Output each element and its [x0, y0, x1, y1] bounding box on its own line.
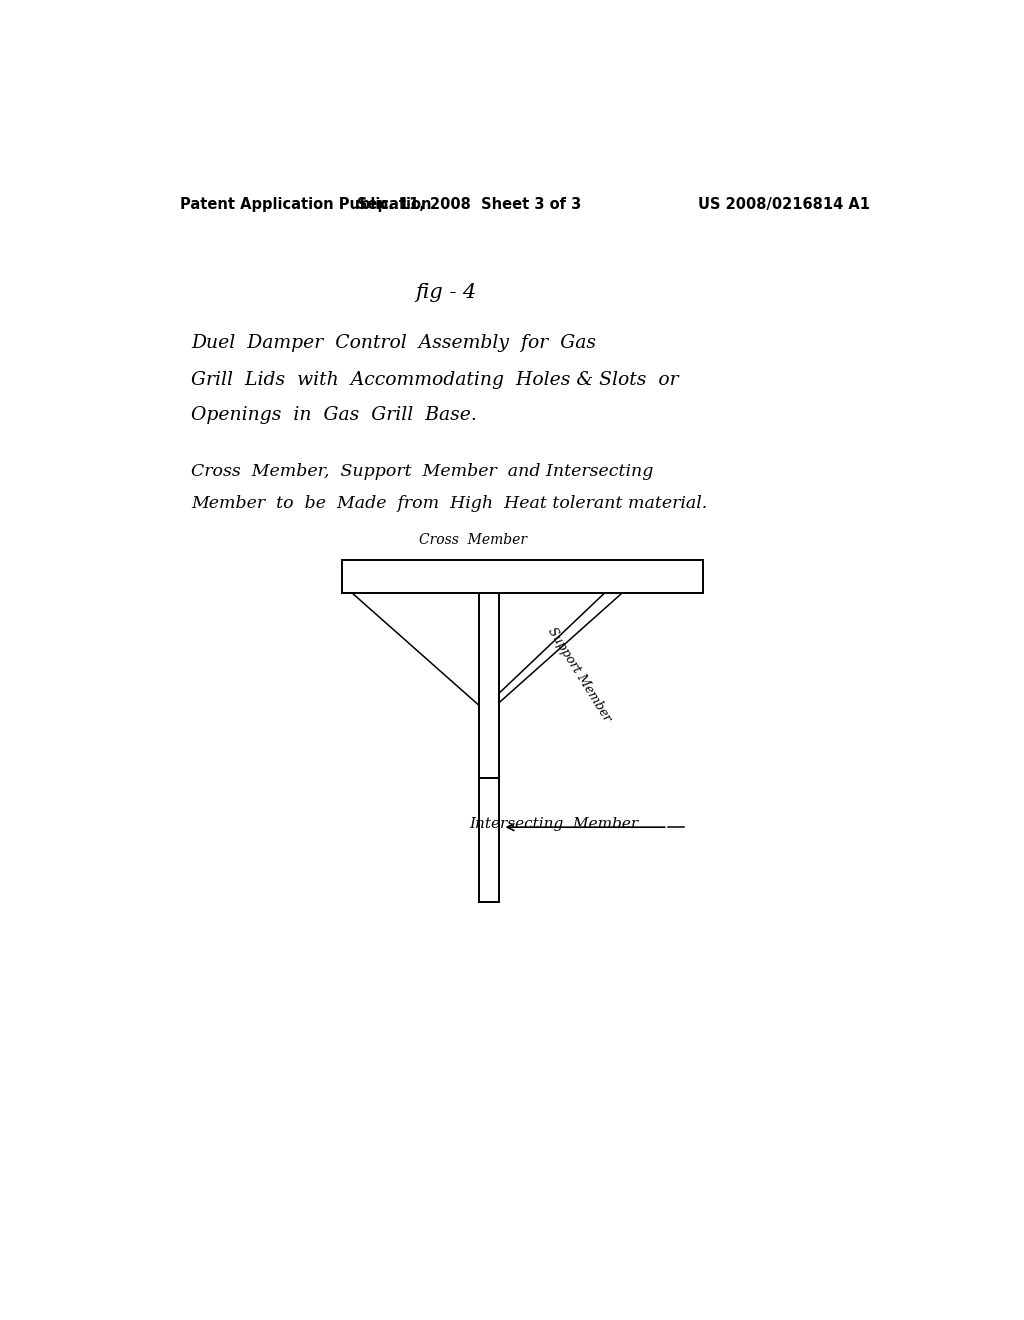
- Text: Sep. 11, 2008  Sheet 3 of 3: Sep. 11, 2008 Sheet 3 of 3: [357, 197, 582, 213]
- Text: fig - 4: fig - 4: [415, 282, 476, 302]
- Bar: [479, 594, 500, 779]
- Text: Support Member: Support Member: [545, 626, 613, 725]
- Text: US 2008/0216814 A1: US 2008/0216814 A1: [698, 197, 870, 213]
- Text: Openings  in  Gas  Grill  Base.: Openings in Gas Grill Base.: [191, 405, 477, 424]
- Text: Patent Application Publication: Patent Application Publication: [179, 197, 431, 213]
- Text: Member  to  be  Made  from  High  Heat tolerant material.: Member to be Made from High Heat toleran…: [191, 495, 708, 512]
- Text: Intersecting  Member: Intersecting Member: [469, 817, 638, 832]
- Text: Grill  Lids  with  Accommodating  Holes & Slots  or: Grill Lids with Accommodating Holes & Sl…: [191, 371, 679, 389]
- Bar: [342, 560, 703, 594]
- Bar: [479, 779, 500, 903]
- Text: Duel  Damper  Control  Assembly  for  Gas: Duel Damper Control Assembly for Gas: [191, 334, 597, 352]
- Text: Cross  Member: Cross Member: [419, 533, 527, 546]
- Text: Cross  Member,  Support  Member  and Intersecting: Cross Member, Support Member and Interse…: [191, 463, 654, 480]
